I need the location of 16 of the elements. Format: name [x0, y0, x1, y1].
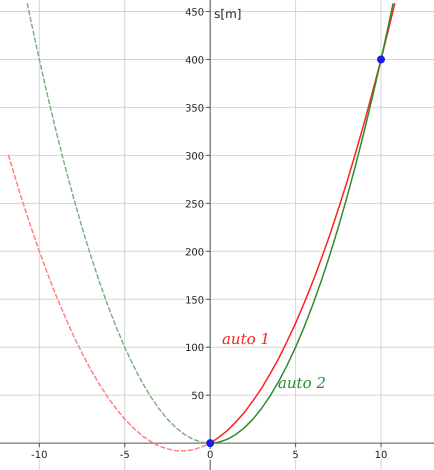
series-label: auto 2 — [278, 374, 326, 392]
y-tick-label: 400 — [185, 55, 204, 66]
series-label: auto 1 — [222, 330, 270, 348]
x-tick-label: -5 — [120, 450, 130, 462]
y-tick-label: 150 — [185, 295, 204, 306]
x-tick-label: -10 — [31, 450, 48, 462]
y-tick-label: 100 — [185, 343, 204, 354]
y-tick-label: 450 — [185, 8, 204, 19]
y-axis-title: s[m] — [214, 7, 242, 21]
y-tick-label: 200 — [185, 247, 204, 258]
y-tick-label: 250 — [185, 199, 204, 210]
x-tick-label: 10 — [374, 450, 388, 462]
y-tick-label: 350 — [185, 103, 204, 114]
y-tick-label: 300 — [185, 151, 204, 162]
x-tick-label: 5 — [292, 450, 299, 462]
y-tick-label: 50 — [191, 391, 204, 402]
